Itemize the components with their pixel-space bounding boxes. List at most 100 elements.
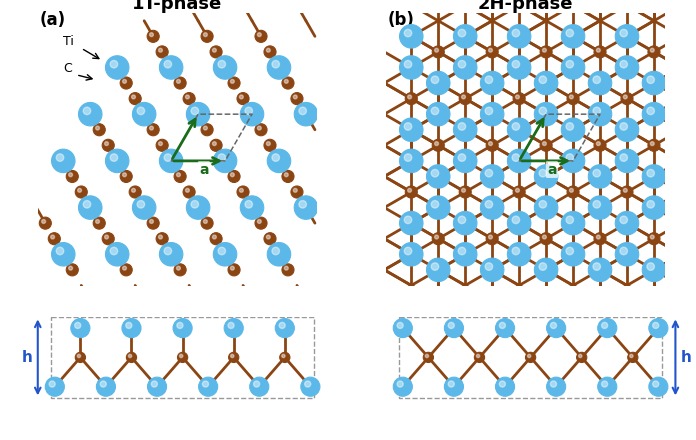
Circle shape xyxy=(434,142,438,146)
Circle shape xyxy=(596,48,600,52)
Circle shape xyxy=(489,235,492,239)
Circle shape xyxy=(230,173,235,177)
Circle shape xyxy=(237,186,249,198)
Circle shape xyxy=(110,60,118,68)
Circle shape xyxy=(212,142,216,146)
Circle shape xyxy=(214,56,237,79)
Circle shape xyxy=(566,247,574,255)
Circle shape xyxy=(485,169,493,177)
Circle shape xyxy=(427,103,450,126)
Circle shape xyxy=(224,319,243,337)
Circle shape xyxy=(648,139,660,151)
Circle shape xyxy=(299,107,306,115)
Circle shape xyxy=(267,149,291,172)
Circle shape xyxy=(305,381,310,387)
Circle shape xyxy=(122,173,127,177)
Circle shape xyxy=(540,46,552,58)
Circle shape xyxy=(486,170,498,183)
Circle shape xyxy=(432,201,438,208)
Circle shape xyxy=(404,216,412,224)
Circle shape xyxy=(230,266,235,270)
Circle shape xyxy=(282,170,294,183)
Circle shape xyxy=(454,25,477,48)
Circle shape xyxy=(177,173,180,177)
Circle shape xyxy=(642,258,665,282)
Circle shape xyxy=(132,95,136,99)
Circle shape xyxy=(562,242,585,266)
Circle shape xyxy=(39,217,52,229)
Circle shape xyxy=(620,29,628,37)
Circle shape xyxy=(542,142,546,146)
Circle shape xyxy=(459,124,471,136)
Circle shape xyxy=(110,154,118,161)
Circle shape xyxy=(228,77,240,89)
Circle shape xyxy=(624,126,627,130)
Circle shape xyxy=(542,48,546,52)
Circle shape xyxy=(201,124,213,136)
Circle shape xyxy=(164,60,172,68)
Circle shape xyxy=(461,188,466,192)
Circle shape xyxy=(566,29,574,37)
Circle shape xyxy=(397,381,403,387)
Circle shape xyxy=(648,46,660,58)
Circle shape xyxy=(480,103,504,126)
Circle shape xyxy=(147,124,159,136)
Circle shape xyxy=(240,196,264,219)
Circle shape xyxy=(150,126,153,130)
Circle shape xyxy=(539,169,546,177)
Circle shape xyxy=(159,242,183,266)
Circle shape xyxy=(485,201,493,208)
Circle shape xyxy=(535,258,557,282)
Circle shape xyxy=(480,196,504,219)
Circle shape xyxy=(84,107,90,115)
Circle shape xyxy=(408,188,411,192)
Circle shape xyxy=(164,247,172,255)
Circle shape xyxy=(507,56,531,79)
Circle shape xyxy=(588,165,612,188)
Circle shape xyxy=(294,196,317,219)
Circle shape xyxy=(400,242,423,266)
Circle shape xyxy=(594,46,606,58)
Circle shape xyxy=(52,149,75,172)
Circle shape xyxy=(566,216,574,224)
Circle shape xyxy=(282,264,294,276)
Circle shape xyxy=(186,188,189,192)
Circle shape xyxy=(624,188,627,192)
Circle shape xyxy=(400,25,423,48)
Circle shape xyxy=(485,76,493,84)
Circle shape xyxy=(159,235,162,239)
Circle shape xyxy=(562,211,585,235)
Circle shape xyxy=(159,56,183,79)
Circle shape xyxy=(480,258,504,282)
Circle shape xyxy=(535,71,557,95)
Circle shape xyxy=(156,139,168,151)
Circle shape xyxy=(282,77,294,89)
Circle shape xyxy=(516,95,519,99)
Circle shape xyxy=(650,173,654,177)
Circle shape xyxy=(218,154,226,161)
Circle shape xyxy=(408,220,411,224)
Circle shape xyxy=(542,235,546,239)
Circle shape xyxy=(539,76,546,84)
Circle shape xyxy=(408,95,411,99)
Circle shape xyxy=(218,247,226,255)
Circle shape xyxy=(106,242,129,266)
Circle shape xyxy=(642,71,665,95)
Circle shape xyxy=(539,201,546,208)
Circle shape xyxy=(486,264,498,276)
Circle shape xyxy=(294,103,317,126)
Circle shape xyxy=(516,33,519,37)
Circle shape xyxy=(174,170,186,183)
Circle shape xyxy=(458,123,466,130)
Text: C: C xyxy=(63,62,72,74)
Circle shape xyxy=(129,186,141,198)
Circle shape xyxy=(540,170,552,183)
Circle shape xyxy=(461,220,466,224)
Circle shape xyxy=(539,107,546,115)
Circle shape xyxy=(210,46,222,58)
Circle shape xyxy=(567,124,579,136)
Circle shape xyxy=(486,233,498,245)
Circle shape xyxy=(512,29,520,37)
Circle shape xyxy=(535,165,557,188)
Circle shape xyxy=(458,154,466,161)
